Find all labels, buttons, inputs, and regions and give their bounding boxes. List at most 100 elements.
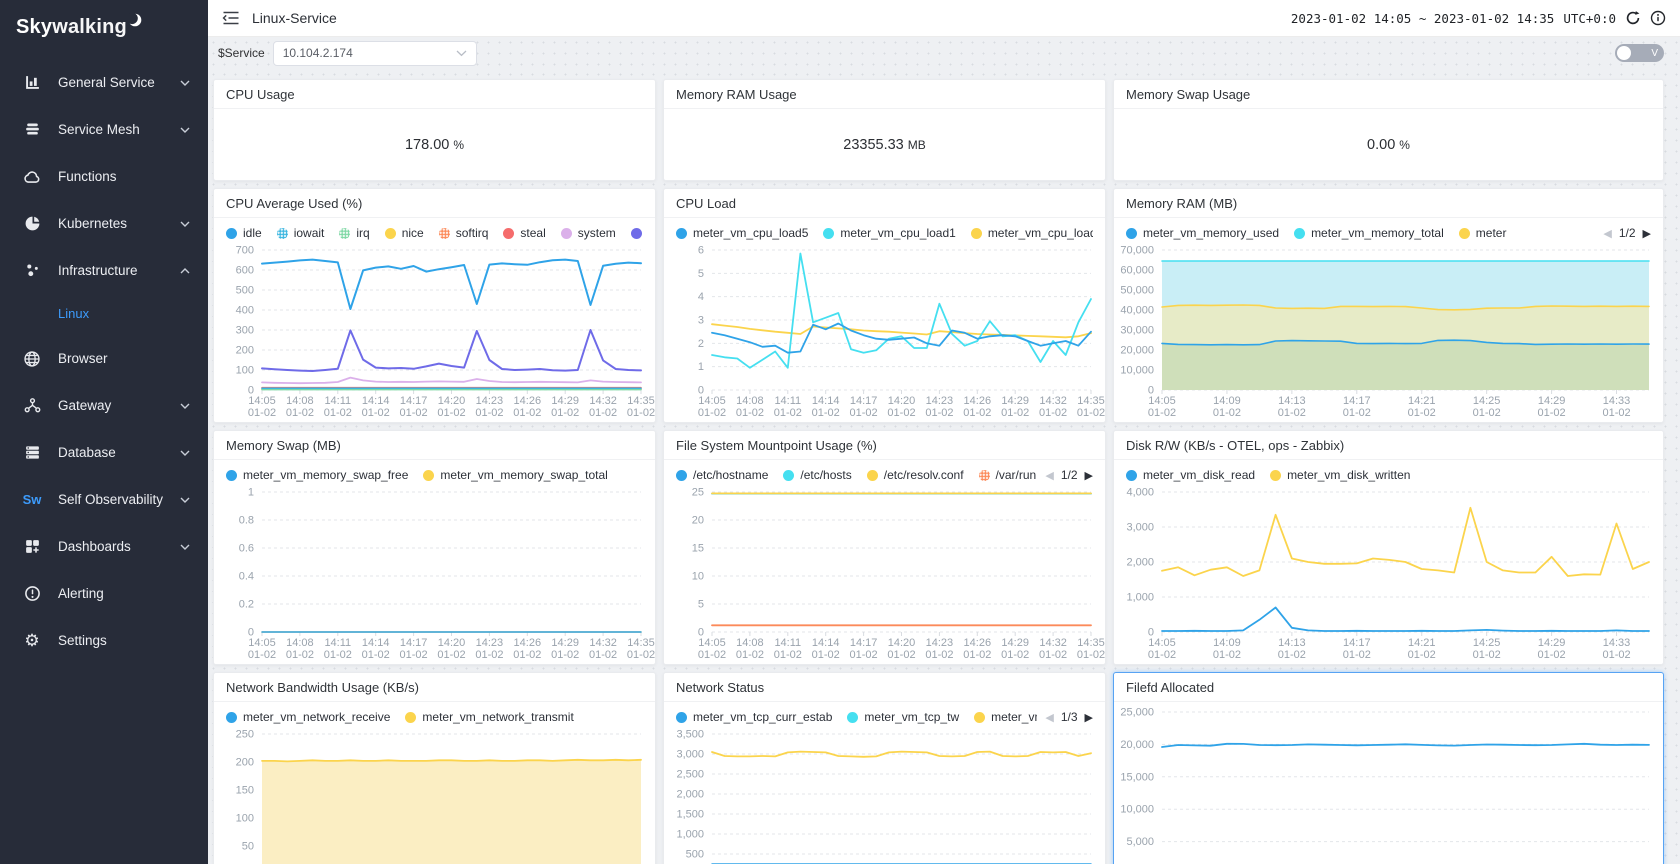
chevron-down-icon <box>456 50 467 57</box>
svg-text:01-02: 01-02 <box>589 407 617 419</box>
sidebar-item-infrastructure[interactable]: Infrastructure <box>0 247 208 294</box>
legend-item[interactable]: meter_vm_memory_swap_free <box>226 468 408 482</box>
legend-item[interactable]: meter_vm_disk_written <box>1270 468 1410 482</box>
legend-label: idle <box>243 226 262 240</box>
legend-item[interactable]: meter_vm_memory_used <box>1126 226 1279 240</box>
legend-item[interactable]: /etc/hosts <box>783 468 851 482</box>
svg-text:15: 15 <box>692 543 704 555</box>
legend-item[interactable]: steal <box>503 226 545 240</box>
sidebar-item-alerting[interactable]: Alerting <box>0 570 208 617</box>
sidebar: Skywalking General ServiceService MeshFu… <box>0 0 208 864</box>
legend-label: meter_vm_cpu_load1 <box>840 226 955 240</box>
legend-item[interactable]: irq <box>339 226 369 240</box>
card-network-status[interactable]: Network Statusmeter_vm_tcp_curr_estabmet… <box>663 672 1106 864</box>
service-select[interactable]: 10.104.2.174 <box>273 41 477 66</box>
legend-item[interactable]: meter <box>1459 226 1507 240</box>
legend-item[interactable]: meter_vm_cpu_load1 <box>823 226 955 240</box>
metric-body: 23355.33MB <box>664 109 1105 180</box>
legend-item[interactable]: nice <box>385 226 424 240</box>
legend-row: /etc/hostname/etc/hosts/etc/resolv.conf /… <box>664 460 1105 482</box>
legend-item[interactable]: meter_vm_tcp_curr_estab <box>676 710 832 724</box>
legend-page-label: 1/3 <box>1061 710 1078 724</box>
info-icon[interactable] <box>1650 10 1666 26</box>
metric-value: 178.00 <box>405 137 449 153</box>
svg-text:200: 200 <box>236 345 254 357</box>
skywalking-logo[interactable]: Skywalking <box>0 0 208 53</box>
dashboard-grid: CPU Usage178.00%Memory RAM Usage23355.33… <box>213 79 1680 864</box>
sidebar-item-settings[interactable]: ⚙Settings <box>0 617 208 664</box>
sidebar-item-gateway[interactable]: Gateway <box>0 382 208 429</box>
svg-text:01-02: 01-02 <box>1343 407 1371 419</box>
svg-text:01-02: 01-02 <box>513 649 541 661</box>
legend-item[interactable]: meter_vm_cpu_load5 <box>676 226 808 240</box>
chart-area: 700600500400300200100014:0501-0214:0801-… <box>214 240 655 422</box>
legend-item[interactable]: meter_vm_network_receive <box>226 710 390 724</box>
card-file-system-mountpoint-usage[interactable]: File System Mountpoint Usage (%)/etc/hos… <box>663 430 1106 665</box>
legend-item[interactable]: system <box>561 226 616 240</box>
legend-item[interactable]: /var/run <box>979 468 1037 482</box>
view-mode-toggle[interactable]: V <box>1615 44 1664 62</box>
legend-item[interactable]: idle <box>226 226 262 240</box>
legend-item[interactable]: softirq <box>439 226 489 240</box>
legend-label: meter_vm_tcp_tw <box>864 710 959 724</box>
service-variable-label: $Service <box>218 46 265 60</box>
sidebar-subitem-linux[interactable]: Linux <box>0 294 208 335</box>
refresh-icon[interactable] <box>1625 10 1641 26</box>
legend-item[interactable]: iowait <box>277 226 325 240</box>
legend-next-button[interactable]: ▶ <box>1643 227 1651 240</box>
time-range-picker[interactable]: 2023-01-02 14:05 ~ 2023-01-02 14:35 <box>1291 11 1554 26</box>
card-memory-swap-usage[interactable]: Memory Swap Usage0.00% <box>1113 79 1664 181</box>
sidebar-item-general-service[interactable]: General Service <box>0 59 208 106</box>
service-select-value: 10.104.2.174 <box>283 46 353 60</box>
legend-item[interactable]: meter_vm_cpu_load15 <box>971 226 1093 240</box>
card-memory-ram-usage[interactable]: Memory RAM Usage23355.33MB <box>663 79 1106 181</box>
sidebar-item-self-observability[interactable]: SwSelf Observability <box>0 476 208 523</box>
sidebar-item-browser[interactable]: Browser <box>0 335 208 382</box>
legend-next-button[interactable]: ▶ <box>1085 469 1093 482</box>
card-memory-ram-mb[interactable]: Memory RAM (MB)meter_vm_memory_usedmeter… <box>1113 188 1664 423</box>
sidebar-item-label: Dashboards <box>58 539 174 554</box>
legend-item[interactable]: meter_vm_t <box>974 710 1037 724</box>
legend-prev-button[interactable]: ◀ <box>1045 469 1053 482</box>
svg-text:4,000: 4,000 <box>1126 487 1154 499</box>
svg-text:700: 700 <box>236 245 254 257</box>
legend-item[interactable]: /etc/resolv.conf <box>867 468 964 482</box>
legend-item[interactable]: /etc/hostname <box>676 468 768 482</box>
legend-item[interactable]: meter_vm_memory_swap_total <box>423 468 607 482</box>
legend-item[interactable]: meter_vm_memory_total <box>1294 226 1444 240</box>
card-filefd-allocated[interactable]: Filefd Allocated25,00020,00015,00010,000… <box>1113 672 1664 864</box>
legend-item[interactable]: user <box>631 226 643 240</box>
legend-item[interactable]: meter_vm_disk_read <box>1126 468 1255 482</box>
legend-prev-button[interactable]: ◀ <box>1603 227 1611 240</box>
card-cpu-average-used[interactable]: CPU Average Used (%)idleiowaitirqnicesof… <box>213 188 656 423</box>
card-cpu-load[interactable]: CPU Loadmeter_vm_cpu_load5meter_vm_cpu_l… <box>663 188 1106 423</box>
sidebar-item-service-mesh[interactable]: Service Mesh <box>0 106 208 153</box>
sidebar-item-functions[interactable]: Functions <box>0 153 208 200</box>
chart-area: 25020015010050014:0501-0214:0801-0214:11… <box>214 724 655 864</box>
legend-items: meter_vm_memory_swap_free meter_vm_memory… <box>226 468 643 482</box>
toggle-knob <box>1617 46 1631 60</box>
legend-next-button[interactable]: ▶ <box>1085 711 1093 724</box>
legend-items: meter_vm_disk_read meter_vm_disk_written <box>1126 468 1651 482</box>
legend-prev-button[interactable]: ◀ <box>1045 711 1053 724</box>
chart-canvas: 654321014:0501-0214:0801-0214:1101-0214:… <box>664 240 1105 422</box>
chart-area: 654321014:0501-0214:0801-0214:1101-0214:… <box>664 240 1105 422</box>
card-disk-r-w-kb-s-otel-ops-zabbix[interactable]: Disk R/W (KB/s - OTEL, ops - Zabbix)mete… <box>1113 430 1664 665</box>
legend-item[interactable]: meter_vm_tcp_tw <box>847 710 959 724</box>
legend-dot-icon <box>226 712 237 723</box>
svg-text:01-02: 01-02 <box>925 649 953 661</box>
card-memory-swap-mb[interactable]: Memory Swap (MB)meter_vm_memory_swap_fre… <box>213 430 656 665</box>
svg-text:14:21: 14:21 <box>1408 637 1436 649</box>
svg-text:01-02: 01-02 <box>1408 407 1436 419</box>
sidebar-item-database[interactable]: Database <box>0 429 208 476</box>
collapse-sidebar-icon[interactable] <box>222 10 240 26</box>
svg-text:01-02: 01-02 <box>774 407 802 419</box>
card-network-bandwidth-usage-kb-s[interactable]: Network Bandwidth Usage (KB/s)meter_vm_n… <box>213 672 656 864</box>
sidebar-item-dashboards[interactable]: Dashboards <box>0 523 208 570</box>
card-cpu-usage[interactable]: CPU Usage178.00% <box>213 79 656 181</box>
legend-items: meter_vm_network_receive meter_vm_network… <box>226 710 643 724</box>
svg-text:01-02: 01-02 <box>1213 649 1241 661</box>
sidebar-item-kubernetes[interactable]: Kubernetes <box>0 200 208 247</box>
svg-text:14:08: 14:08 <box>736 637 764 649</box>
legend-item[interactable]: meter_vm_network_transmit <box>405 710 573 724</box>
